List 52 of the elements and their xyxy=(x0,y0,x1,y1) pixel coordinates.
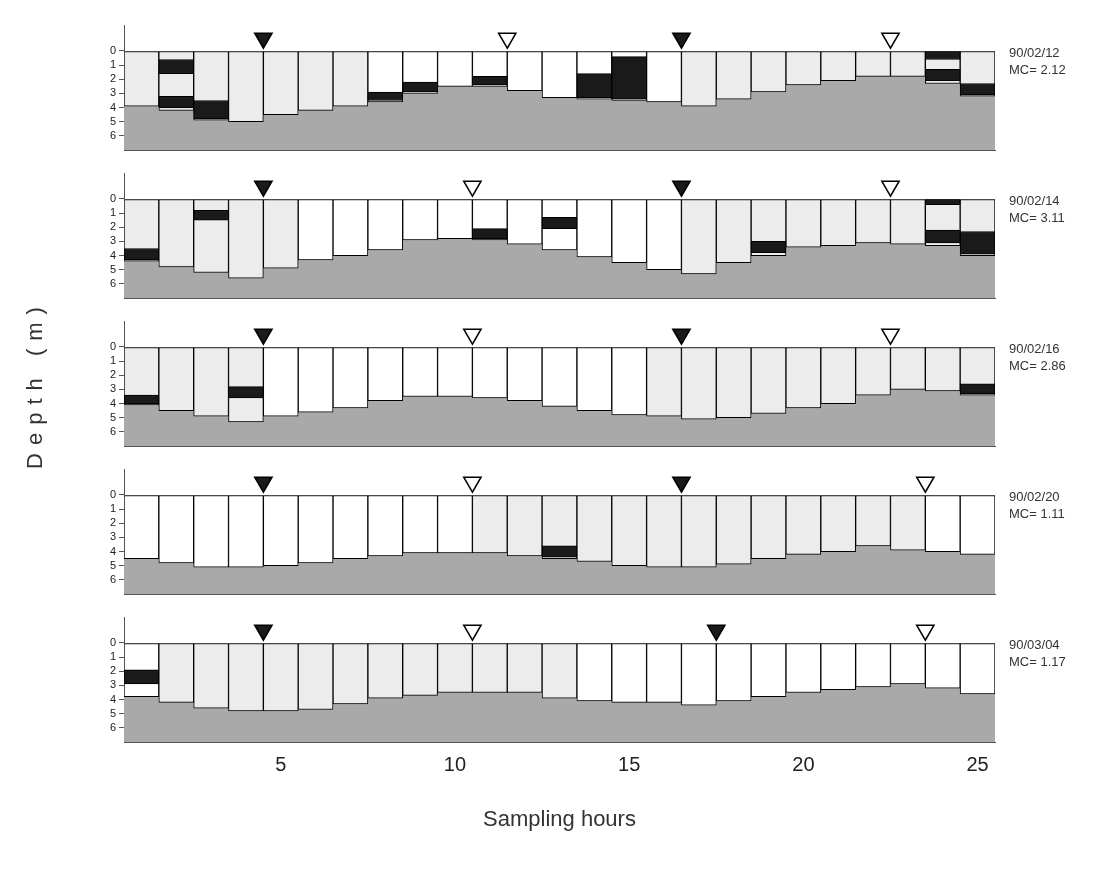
text: 90/02/16 xyxy=(1009,341,1060,357)
text: MC= 1.11 xyxy=(1009,506,1065,522)
y-tick-label: 2 xyxy=(109,72,116,85)
y-tick-label: 4 xyxy=(109,100,116,113)
text: 90/02/14 xyxy=(1009,193,1060,209)
text: MC= 2.86 xyxy=(1009,358,1066,374)
y-tick-label: 0 xyxy=(109,44,116,56)
y-tick-label: 6 xyxy=(109,720,116,733)
x-tick-label: 15 xyxy=(618,752,641,775)
y-tick-label: 2 xyxy=(109,516,116,529)
y-tick-label: 5 xyxy=(109,262,116,275)
text: MC= 2.12 xyxy=(1009,62,1066,78)
y-tick-label: 1 xyxy=(109,206,116,219)
y-tick-label: 3 xyxy=(109,86,116,99)
y-tick-label: 3 xyxy=(109,382,116,395)
text: 90/02/20 xyxy=(1009,489,1060,505)
x-axis-title: Sampling hours xyxy=(482,806,637,832)
y-tick-label: 1 xyxy=(109,650,116,663)
x-tick-label: 10 xyxy=(443,752,467,775)
text: MC= 3.11 xyxy=(1009,210,1065,226)
y-tick-label: 5 xyxy=(109,706,116,719)
y-tick-label: 3 xyxy=(109,234,116,247)
x-tick-label: 20 xyxy=(792,752,815,775)
text: 90/02/12 xyxy=(1009,45,1060,61)
y-tick-label: 1 xyxy=(109,58,116,71)
y-tick-label: 1 xyxy=(109,502,116,515)
y-tick-label: 4 xyxy=(109,248,116,261)
y-tick-label: 2 xyxy=(109,664,116,677)
y-axis-title: Depth (m) xyxy=(22,299,48,469)
y-tick-label: 4 xyxy=(109,396,116,409)
y-tick-label: 5 xyxy=(109,114,116,127)
x-tick-label: 5 xyxy=(275,752,287,775)
y-tick-label: 0 xyxy=(109,636,116,648)
y-tick-label: 2 xyxy=(109,368,116,381)
y-tick-label: 3 xyxy=(109,678,116,691)
x-tick-label: 25 xyxy=(966,752,989,775)
y-tick-label: 0 xyxy=(109,488,116,500)
y-tick-label: 2 xyxy=(109,220,116,233)
y-tick-label: 0 xyxy=(109,192,116,204)
text: 90/03/04 xyxy=(1009,637,1060,653)
y-tick-label: 3 xyxy=(109,530,116,543)
y-tick-label: 5 xyxy=(109,410,116,423)
y-tick-label: 0 xyxy=(109,340,116,352)
y-tick-label: 6 xyxy=(109,276,116,289)
y-tick-label: 5 xyxy=(109,558,116,571)
text: MC= 1.17 xyxy=(1009,654,1066,670)
y-tick-label: 6 xyxy=(109,424,116,437)
y-tick-label: 4 xyxy=(109,692,116,705)
y-tick-label: 6 xyxy=(109,572,116,585)
y-tick-label: 4 xyxy=(109,544,116,557)
y-tick-label: 1 xyxy=(109,354,116,367)
y-tick-label: 6 xyxy=(109,128,116,141)
